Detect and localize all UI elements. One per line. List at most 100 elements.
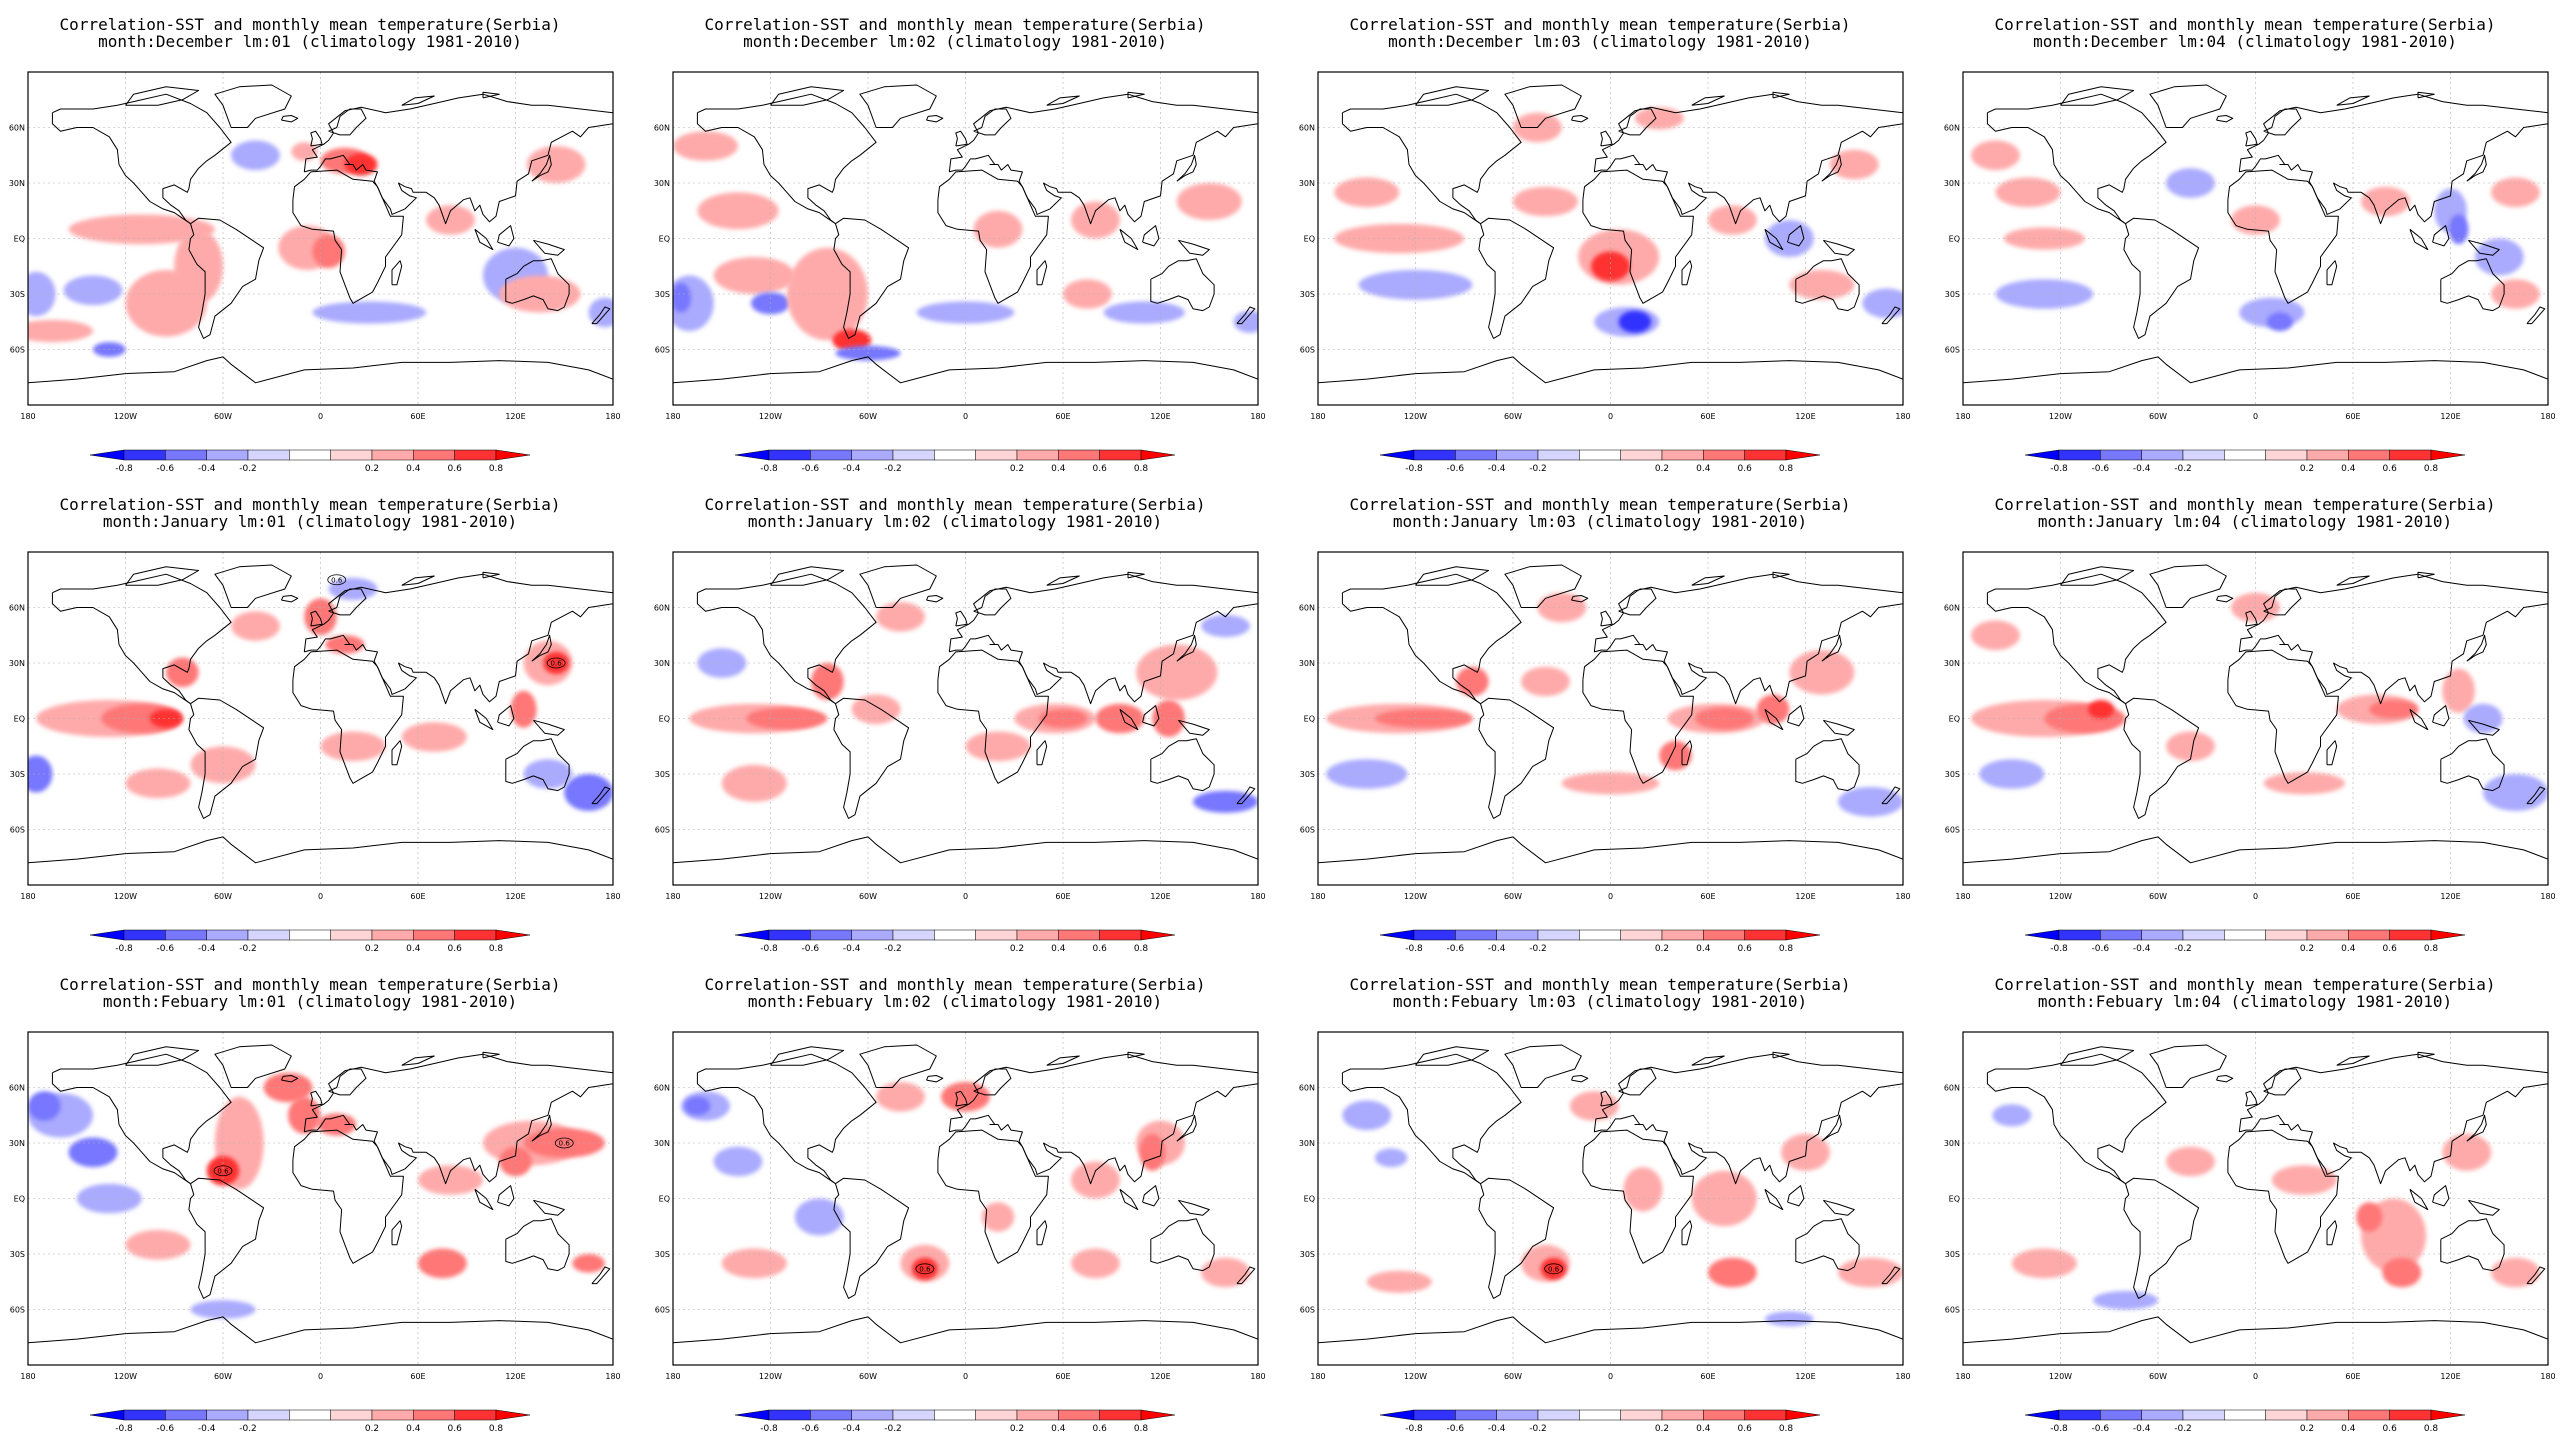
positive-correlation-area <box>2442 1133 2492 1171</box>
colorbar-box <box>123 449 166 461</box>
coastline <box>328 588 367 616</box>
colorbar-box <box>1496 929 1539 941</box>
map-frame <box>672 71 1259 406</box>
colorbar-box <box>1537 929 1580 941</box>
coastline <box>1176 154 1197 182</box>
coastline <box>188 697 265 819</box>
colorbar-box <box>289 1409 331 1421</box>
colorbar-box <box>330 449 373 461</box>
y-tick-label: 60N <box>1299 604 1315 613</box>
map-frame <box>27 551 614 886</box>
y-tick-label: EQ <box>1949 1195 1960 1204</box>
x-tick-label: 180 <box>605 412 620 421</box>
coastline <box>1764 228 1784 251</box>
coastline <box>328 1068 367 1096</box>
coastline <box>1821 154 1842 182</box>
positive-correlation-area <box>320 731 386 762</box>
positive-correlation-area <box>965 731 1031 762</box>
coastline <box>1341 573 1522 705</box>
positive-correlation-area <box>1071 1248 1120 1279</box>
y-tick-label: 30N <box>9 179 25 188</box>
coastline <box>2123 217 2200 339</box>
colorbar-extend-low <box>2024 1409 2060 1421</box>
map-frame <box>1962 551 2549 886</box>
positive-correlation-area <box>746 707 828 730</box>
correlation-map: 180 120W 60W 0 60E 120E 18060N30NEQ30S60S-0.8-… <box>654 71 1265 474</box>
negative-correlation-area <box>28 271 56 317</box>
positive-correlation-area <box>1176 183 1242 220</box>
x-tick-label: 60W <box>214 1372 232 1381</box>
panel-subtitle: month:Febuary lm:04 (climatology 1981-20… <box>2037 992 2453 1011</box>
coastline <box>2216 595 2234 603</box>
positive-correlation-area <box>312 234 345 269</box>
colorbar: -0.8 -0.6 -0.4 -0.2 0.2 0.4 0.6 0.8 <box>1379 449 1821 474</box>
colorbar-box <box>1413 929 1456 941</box>
x-tick-label: 180 <box>1895 1372 1910 1381</box>
y-tick-label: EQ <box>1304 1195 1315 1204</box>
coastline <box>1119 228 1139 251</box>
y-tick-label: 60N <box>1944 1084 1960 1093</box>
colorbar-label: 0.8 <box>2424 944 2439 954</box>
coastline <box>1236 786 1256 805</box>
positive-correlation-area <box>1971 620 2020 651</box>
coastline <box>281 1075 299 1083</box>
colorbar-box <box>1620 449 1663 461</box>
map-panel: Correlation-SST and monthly mean tempera… <box>1290 490 1910 960</box>
colorbar-box <box>934 1409 976 1421</box>
coastline <box>1881 1266 1901 1285</box>
colorbar-box <box>2348 929 2390 941</box>
y-tick-label: 60N <box>9 1084 25 1093</box>
coastline <box>1341 1053 1522 1185</box>
colorbar-box <box>810 929 852 941</box>
colorbar-label: 0.8 <box>1779 464 1794 474</box>
coastline <box>1582 169 1694 304</box>
panel-subtitle: month:December lm:01 (climatology 1981-2… <box>98 32 522 51</box>
x-tick-label: 120W <box>114 412 137 421</box>
coastline <box>833 1177 910 1299</box>
coastline <box>955 130 968 147</box>
positive-correlation-area <box>1623 1167 1663 1212</box>
colorbar-label: -0.8 <box>1405 944 1423 954</box>
colorbar-label: 0.4 <box>406 944 421 954</box>
y-tick-label: 60N <box>654 124 670 133</box>
coastline <box>2466 634 2487 662</box>
colorbar-box <box>2265 449 2308 461</box>
coastline <box>1618 588 1657 616</box>
x-tick-label: 0 <box>2253 1372 2258 1381</box>
colorbar-box <box>768 929 811 941</box>
coastline <box>1036 1220 1048 1246</box>
colorbar-label: 0.6 <box>1093 464 1108 474</box>
coastline <box>214 564 292 608</box>
colorbar-label: 0.8 <box>1134 1424 1149 1434</box>
positive-correlation-area <box>1591 251 1630 282</box>
x-tick-label: 180 <box>1895 892 1910 901</box>
positive-correlation-area <box>673 131 738 161</box>
y-tick-label: 30S <box>10 290 25 299</box>
coastline <box>2238 1053 2548 1185</box>
colorbar-label: -0.4 <box>2133 464 2151 474</box>
coastline <box>1681 740 1693 766</box>
colorbar-label: -0.2 <box>884 1424 902 1434</box>
y-tick-label: 60N <box>1944 124 1960 133</box>
panel-subtitle: month:January lm:02 (climatology 1981-20… <box>747 512 1163 531</box>
colorbar-extend-low <box>734 929 770 941</box>
x-tick-label: 120W <box>2049 412 2072 421</box>
colorbar-label: -0.6 <box>1447 1424 1465 1434</box>
y-tick-label: EQ <box>14 1195 25 1204</box>
panel-title: Correlation-SST and monthly mean tempera… <box>1349 15 1851 34</box>
panel-title: Correlation-SST and monthly mean tempera… <box>59 975 561 994</box>
colorbar-extend-low <box>1379 449 1415 461</box>
positive-correlation-area <box>1201 1257 1250 1288</box>
x-tick-label: 60E <box>2345 892 2360 901</box>
map-frame <box>672 1031 1259 1366</box>
map-panel: Correlation-SST and monthly mean tempera… <box>1935 10 2555 480</box>
coastline <box>292 169 404 304</box>
colorbar-label: -0.8 <box>2050 944 2068 954</box>
coastline <box>2432 705 2450 727</box>
coastline <box>1142 1185 1160 1207</box>
colorbar-label: -0.4 <box>843 944 861 954</box>
coastline <box>51 1053 232 1185</box>
y-tick-label: 30N <box>1299 659 1315 668</box>
colorbar: -0.8 -0.6 -0.4 -0.2 0.2 0.4 0.6 0.8 <box>734 929 1176 954</box>
coastline <box>2263 1068 2302 1096</box>
